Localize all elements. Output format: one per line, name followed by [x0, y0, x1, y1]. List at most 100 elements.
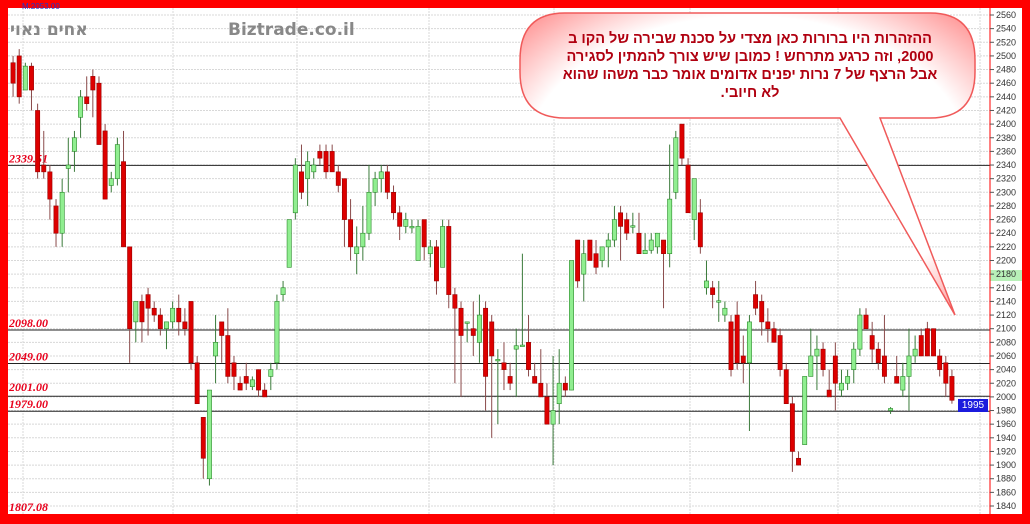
candle-body — [593, 253, 599, 268]
candle-body — [789, 403, 795, 452]
candle-body — [421, 219, 427, 248]
candle-body — [550, 410, 556, 425]
candle-body — [292, 164, 298, 214]
candle-body — [906, 355, 912, 377]
candle-body — [826, 389, 832, 398]
candle-body — [305, 161, 311, 179]
candle-body — [501, 362, 507, 370]
candle-body — [863, 314, 869, 329]
candle-body — [648, 239, 654, 251]
candle-body — [470, 328, 476, 336]
candle-body — [194, 362, 200, 405]
candle-body — [384, 171, 390, 193]
candle-body — [556, 382, 562, 405]
candle-body — [912, 348, 918, 357]
horizontal-levels: 2339.51 2098.00 2049.00 2001.00 1979.00 1807.… — [8, 151, 990, 514]
candle-body — [182, 321, 188, 329]
callout-line: ההזהרות היו ברורות כאן מצדי על סכנת שביר… — [568, 31, 932, 47]
candle-body — [446, 226, 452, 295]
candle-body — [299, 171, 304, 193]
y-axis: 1840 1860 1880 1900 1920 1940 1960 1980 2000 2020… — [990, 10, 1016, 511]
candle-body — [409, 226, 415, 229]
candle-body — [170, 307, 176, 323]
candle-body — [102, 130, 108, 200]
candle-body — [96, 82, 102, 145]
candle-body — [611, 219, 617, 241]
y-tick-label: 2140 — [996, 296, 1016, 306]
candle-body — [624, 219, 630, 234]
candle-body — [354, 246, 360, 254]
candle-body — [581, 253, 587, 275]
candle-body — [225, 335, 231, 377]
candle-body — [22, 65, 28, 91]
candle-body — [746, 321, 752, 364]
candle-body — [716, 300, 722, 303]
candle-body — [90, 76, 96, 91]
candle-body — [814, 348, 820, 357]
candle-body — [851, 348, 857, 370]
candle-body — [544, 396, 550, 425]
y-tick-label: 2540 — [996, 24, 1016, 34]
y-tick-label: 1980 — [996, 406, 1016, 416]
candle-body — [200, 417, 206, 459]
candle-body — [722, 307, 728, 316]
candle-body — [366, 192, 372, 234]
candles — [10, 49, 955, 486]
candle-body — [317, 151, 323, 159]
candle-body — [820, 348, 826, 370]
candle-body — [685, 164, 691, 214]
candle-body — [519, 344, 525, 347]
y-tick-label: 1900 — [996, 460, 1016, 470]
y-tick-label: 2040 — [996, 365, 1016, 375]
y-tick-label: 2020 — [996, 378, 1016, 388]
y-tick-label: 2160 — [996, 283, 1016, 293]
candle-body — [213, 342, 219, 357]
candle-body — [654, 232, 660, 248]
candle-body — [476, 314, 482, 343]
candle-body — [661, 239, 666, 254]
candle-body — [378, 171, 384, 179]
candle-body — [139, 301, 145, 323]
y-tick-label: 1860 — [996, 487, 1016, 497]
candle-body — [335, 171, 341, 186]
candle-body — [937, 355, 943, 370]
candle-body — [538, 382, 544, 398]
candle-body — [832, 355, 838, 384]
candle-body — [734, 314, 740, 364]
candle-body — [642, 249, 648, 254]
candle-body — [78, 96, 84, 118]
candle-body — [65, 164, 71, 169]
candle-body — [372, 178, 378, 193]
candle-body — [243, 376, 249, 384]
candle-body — [513, 345, 519, 350]
candle-body — [526, 342, 531, 370]
candle-body — [949, 376, 955, 401]
candle-body — [918, 335, 924, 357]
y-tick-label: 2120 — [996, 310, 1016, 320]
candle-body — [10, 62, 16, 84]
candle-body — [53, 205, 59, 234]
candle-body — [391, 192, 396, 214]
y-tick-label: 1920 — [996, 446, 1016, 456]
candle-body — [348, 219, 354, 248]
y-tick-label: 2460 — [996, 78, 1016, 88]
level-label: 2339.51 — [8, 151, 48, 165]
candle-body — [562, 382, 568, 391]
candle-body — [59, 192, 65, 234]
candle-body — [360, 232, 366, 248]
y-tick-label: 2480 — [996, 65, 1016, 75]
callout-bubble — [519, 12, 976, 316]
y-tick-label: 2520 — [996, 37, 1016, 47]
candle-body — [249, 379, 255, 387]
candle-body — [47, 171, 53, 200]
level-label: 2049.00 — [8, 349, 48, 363]
candle-body — [673, 137, 679, 193]
candle-body — [808, 355, 814, 377]
candle-body — [710, 287, 716, 295]
price-highlight — [990, 270, 1022, 281]
y-tick-label: 2180 — [996, 269, 1016, 279]
level-label: 1979.00 — [9, 397, 48, 411]
callout-line: אבל הרצף של 7 נרות יפנים אדומים אומר כבר… — [562, 67, 938, 83]
candle-body — [587, 239, 593, 261]
last-price-badge: 1995 — [958, 399, 988, 412]
